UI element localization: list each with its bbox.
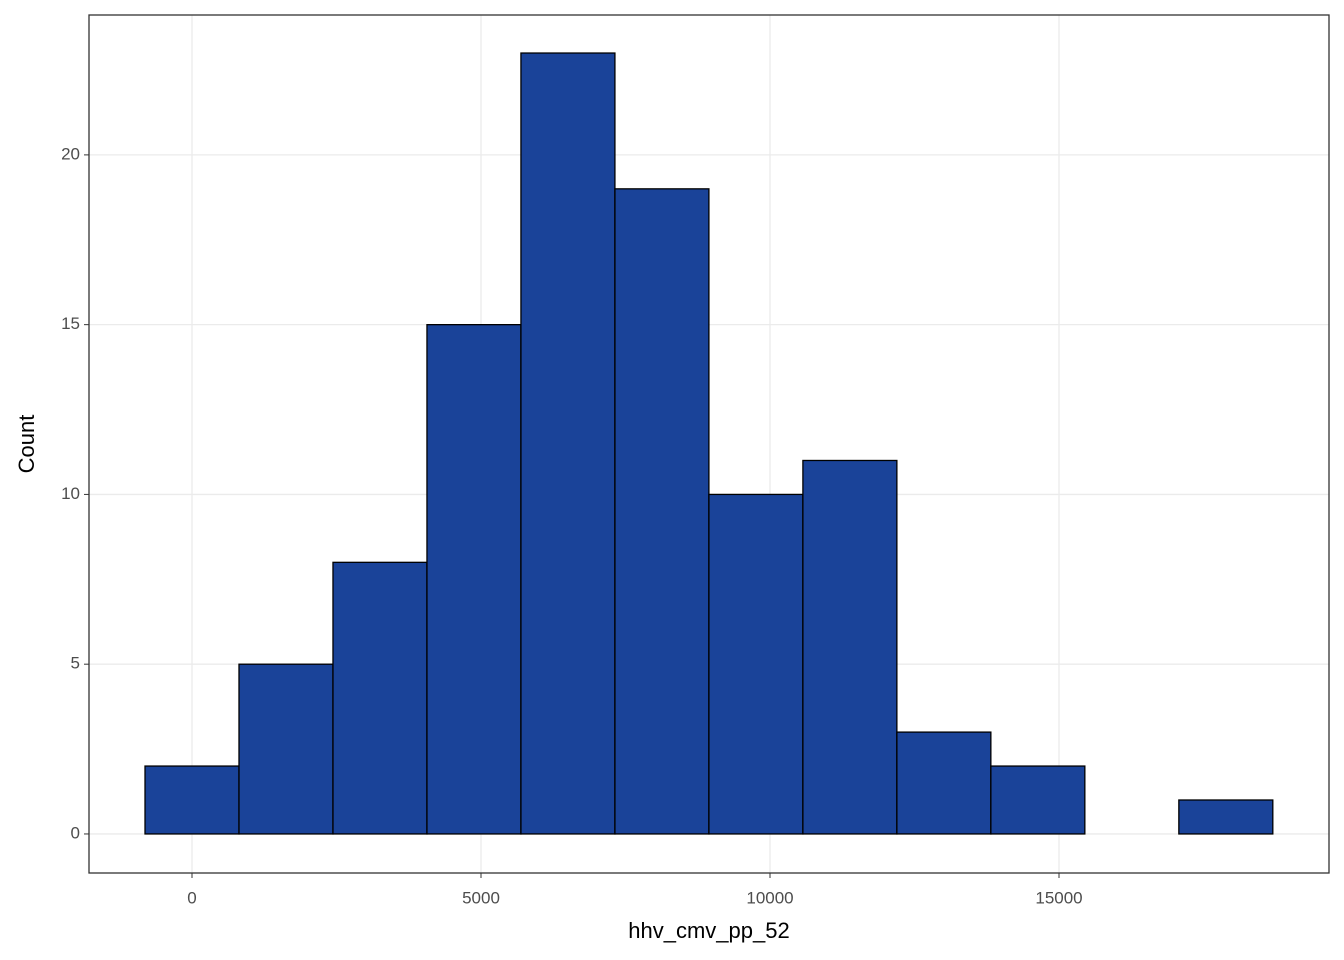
x-axis-title: hhv_cmv_pp_52 xyxy=(628,918,789,943)
x-tick-label: 5000 xyxy=(462,888,500,907)
bar xyxy=(238,663,334,835)
y-tick-label: 15 xyxy=(61,314,80,333)
bar xyxy=(614,188,710,835)
bar xyxy=(896,731,992,835)
x-tick-label: 10000 xyxy=(746,888,793,907)
panel-border xyxy=(88,14,1330,874)
bar xyxy=(990,765,1086,835)
x-tick-label: 15000 xyxy=(1035,888,1082,907)
bar xyxy=(1178,799,1274,835)
x-tick-label: 0 xyxy=(187,888,196,907)
y-tick-label: 0 xyxy=(71,823,80,842)
bar xyxy=(332,561,428,835)
y-tick-label: 5 xyxy=(71,654,80,673)
bar xyxy=(708,493,804,835)
bar xyxy=(426,324,522,835)
y-axis-title: Count xyxy=(14,415,39,474)
bar xyxy=(802,459,898,835)
bar xyxy=(520,52,616,835)
bar xyxy=(144,765,240,835)
y-tick-label: 20 xyxy=(61,144,80,163)
y-tick-label: 10 xyxy=(61,484,80,503)
